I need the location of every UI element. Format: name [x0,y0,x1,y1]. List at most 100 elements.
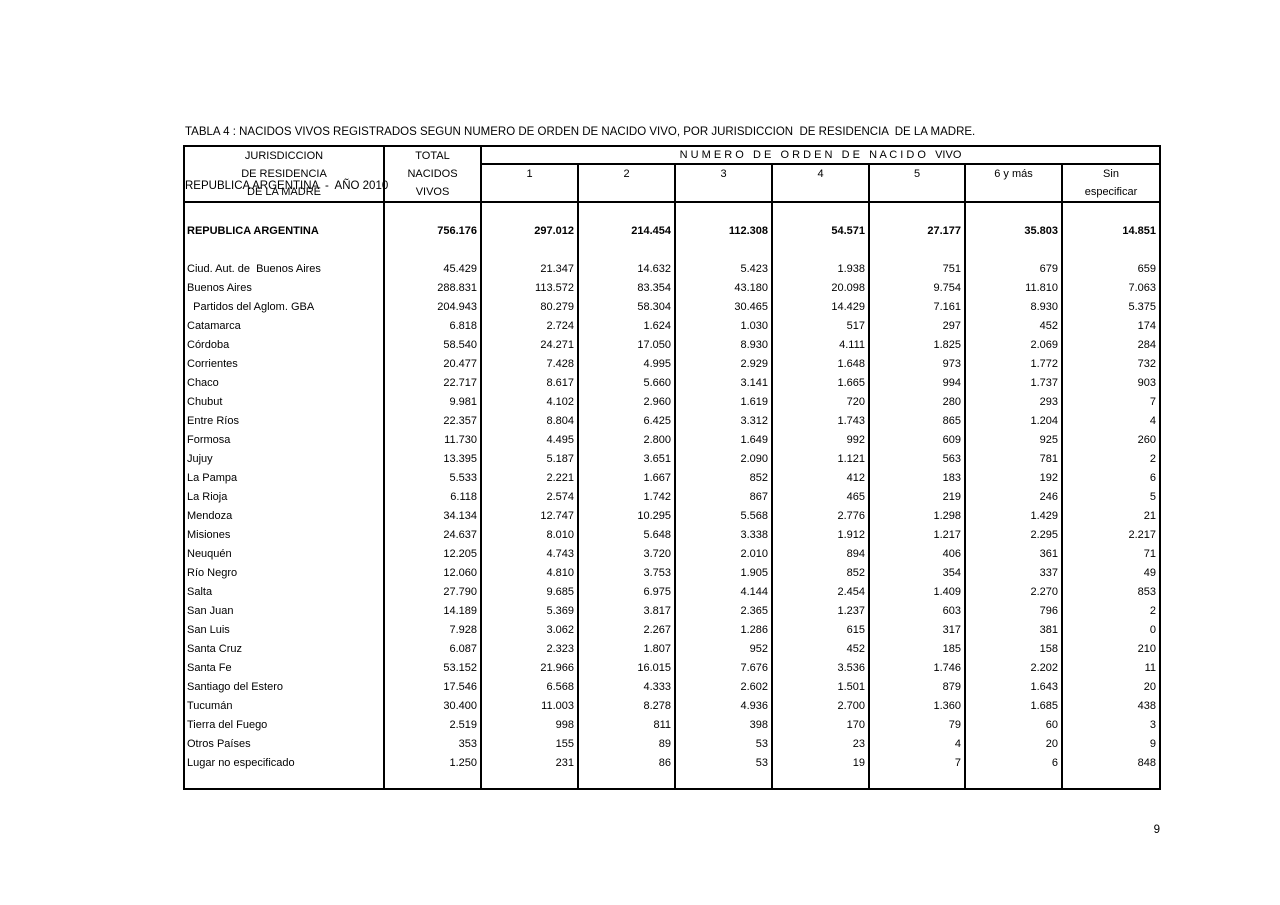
total-cell: 14.189 [385,602,482,621]
table-row: Catamarca 6.818 2.724 1.624 1.030 517 29… [185,317,1159,336]
order6plus-cell: 158 [966,640,1063,659]
table-row: REPUBLICA ARGENTINA 756.176 297.012 214.… [185,222,1159,241]
order1-cell: 4.810 [482,564,579,583]
order6plus-cell: 1.643 [966,678,1063,697]
order2-cell: 58.304 [579,298,676,317]
table-row: Córdoba 58.540 24.271 17.050 8.930 4.111… [185,336,1159,355]
table-row: Misiones 24.637 8.010 5.648 3.338 1.912 … [185,526,1159,545]
header-jurisdiction-line3: DE LA MADRE [247,186,321,198]
order2-cell: 2.800 [579,431,676,450]
order1-cell: 4.495 [482,431,579,450]
order4-cell [773,203,870,222]
order6plus-cell: 246 [966,488,1063,507]
order3-cell: 1.649 [676,431,773,450]
header-jurisdiction: JURISDICCION DE RESIDENCIA DE LA MADRE [185,147,385,201]
header-unspecified-line2: especificar [1084,186,1138,198]
order1-cell: 21.347 [482,260,579,279]
order3-cell: 4.144 [676,583,773,602]
total-cell: 45.429 [385,260,482,279]
order3-cell: 3.338 [676,526,773,545]
order4-cell: 4.111 [773,336,870,355]
table-row: San Juan 14.189 5.369 3.817 2.365 1.237 … [185,602,1159,621]
total-cell [385,773,482,788]
jurisdiction-cell [185,241,385,260]
jurisdiction-cell: La Rioja [185,488,385,507]
header-order-4: 4 [773,165,870,201]
jurisdiction-cell: Partidos del Aglom. GBA [185,298,385,317]
header-total-line1: TOTAL [415,150,450,162]
order4-cell: 992 [773,431,870,450]
total-cell: 27.790 [385,583,482,602]
order6plus-cell: 1.204 [966,412,1063,431]
table-row: Buenos Aires 288.831 113.572 83.354 43.1… [185,279,1159,298]
order2-cell: 3.753 [579,564,676,583]
order6plus-cell: 2.202 [966,659,1063,678]
order2-cell: 1.667 [579,469,676,488]
unspecified-cell: 848 [1137,757,1156,769]
order4-cell: 1.501 [773,678,870,697]
spacer-row [185,203,1159,222]
header-total-line2: NACIDOS [407,168,458,180]
jurisdiction-cell: Tucumán [185,697,385,716]
table-title: TABLA 4 : NACIDOS VIVOS REGISTRADOS SEGU… [185,87,975,231]
total-cell: 11.730 [385,431,482,450]
unspecified-cell: 2.217 [1128,529,1156,541]
order1-cell: 3.062 [482,621,579,640]
order1-cell: 2.221 [482,469,579,488]
order3-cell: 3.141 [676,374,773,393]
order6plus-cell: 1.737 [966,374,1063,393]
total-cell: 6.087 [385,640,482,659]
order3-cell: 952 [676,640,773,659]
order5-cell: 27.177 [870,222,966,241]
order3-cell: 1.905 [676,564,773,583]
header-jurisdiction-line2: DE RESIDENCIA [241,168,327,180]
jurisdiction-cell: Otros Países [185,735,385,754]
order1-cell: 998 [482,716,579,735]
total-cell: 756.176 [385,222,482,241]
order2-cell: 2.960 [579,393,676,412]
order5-cell: 1.825 [870,336,966,355]
table-row: Río Negro 12.060 4.810 3.753 1.905 852 3… [185,564,1159,583]
order1-cell: 8.010 [482,526,579,545]
table-header: JURISDICCION DE RESIDENCIA DE LA MADRE T… [185,147,1159,203]
spacer-row [185,773,1159,788]
order4-cell: 1.648 [773,355,870,374]
total-cell: 2.519 [385,716,482,735]
table-row: La Pampa 5.533 2.221 1.667 852 412 183 1… [185,469,1159,488]
table-row: Partidos del Aglom. GBA 204.943 80.279 5… [185,298,1159,317]
order2-cell: 3.651 [579,450,676,469]
unspecified-cell: 71 [1143,548,1156,560]
order5-cell: 751 [870,260,966,279]
jurisdiction-cell: San Juan [185,602,385,621]
unspecified-cell: 438 [1137,700,1156,712]
unspecified-cell: 3 [1149,719,1156,731]
unspecified-cell: 903 [1137,377,1156,389]
order6plus-cell: 293 [966,393,1063,412]
order4-cell: 720 [773,393,870,412]
jurisdiction-cell: Formosa [185,431,385,450]
jurisdiction-cell: Mendoza [185,507,385,526]
unspecified-cell: 5 [1149,491,1156,503]
jurisdiction-cell: Lugar no especificado [185,754,385,773]
table-row: Neuquén 12.205 4.743 3.720 2.010 894 406… [185,545,1159,564]
total-cell: 24.637 [385,526,482,545]
unspecified-cell: 4 [1149,415,1156,427]
unspecified-cell: 732 [1137,358,1156,370]
table-row: Ciud. Aut. de Buenos Aires 45.429 21.347… [185,260,1159,279]
jurisdiction-cell: Misiones [185,526,385,545]
unspecified-cell: 5.375 [1128,301,1156,313]
order3-cell: 1.619 [676,393,773,412]
order1-cell: 21.966 [482,659,579,678]
order3-cell: 112.308 [676,222,773,241]
order3-cell: 3.312 [676,412,773,431]
unspecified-cell: 9 [1149,738,1156,750]
order5-cell: 973 [870,355,966,374]
unspecified-cell: 7.063 [1128,282,1156,294]
jurisdiction-cell: Chubut [185,393,385,412]
order2-cell: 6.975 [579,583,676,602]
unspecified-cell: 659 [1137,263,1156,275]
order4-cell: 23 [773,735,870,754]
order2-cell: 4.995 [579,355,676,374]
order2-cell: 17.050 [579,336,676,355]
order6plus-cell: 2.069 [966,336,1063,355]
